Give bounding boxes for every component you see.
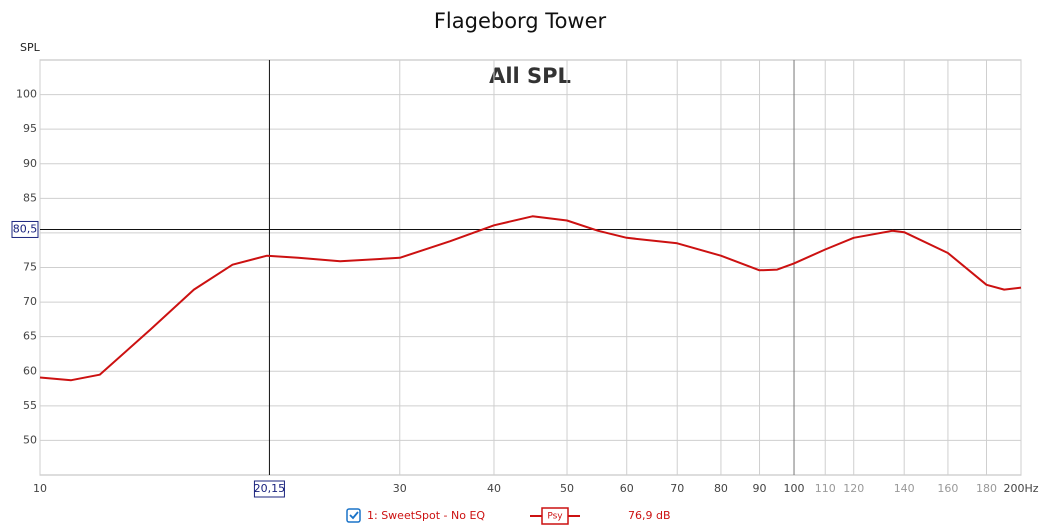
y-tick-label: 100 [16, 88, 37, 101]
cursor-x-label: 20,15 [254, 482, 286, 495]
y-tick-label: 50 [23, 433, 37, 446]
check-mark [349, 511, 359, 520]
series-line [39, 215, 1022, 382]
chart-title: Flageborg Tower [434, 9, 607, 33]
x-tick-label: 90 [753, 482, 767, 495]
y-tick-label: 55 [23, 399, 37, 412]
x-tick-label: 50 [560, 482, 574, 495]
y-tick-label: 85 [23, 191, 37, 204]
x-tick-label: 110 [815, 482, 836, 495]
x-tick-label: 80 [714, 482, 728, 495]
x-tick-label: 60 [620, 482, 634, 495]
x-tick-label: 40 [487, 482, 501, 495]
legend-symbol [541, 507, 569, 525]
x-tick-label: 10 [33, 482, 47, 495]
x-tick-label: 120 [843, 482, 864, 495]
x-tick-label: 160 [937, 482, 958, 495]
y-axis-label: SPL [20, 41, 41, 54]
x-tick-label: 70 [670, 482, 684, 495]
legend-label: 1: SweetSpot - No EQ [367, 509, 485, 522]
cursor-y-box [11, 220, 39, 238]
x-tick-label: 30 [393, 482, 407, 495]
cursor-y-label: 80,5 [13, 222, 38, 235]
annotation: All SPL [489, 64, 571, 88]
legend-checkbox[interactable] [346, 508, 361, 523]
x-tick-label: 100 [784, 482, 805, 495]
y-tick-label: 90 [23, 157, 37, 170]
legend-readout: 76,9 dB [628, 509, 671, 522]
y-tick-label: 95 [23, 122, 37, 135]
cursor-x-box [253, 480, 285, 498]
legend-smoothing: Psy [547, 512, 563, 522]
x-tick-label: 180 [976, 482, 997, 495]
y-tick-label: 60 [23, 364, 37, 377]
y-tick-label: 65 [23, 330, 37, 343]
y-tick-label: 75 [23, 261, 37, 274]
x-tick-label: 200Hz [1003, 482, 1038, 495]
x-tick-label: 140 [894, 482, 915, 495]
y-tick-label: 70 [23, 295, 37, 308]
